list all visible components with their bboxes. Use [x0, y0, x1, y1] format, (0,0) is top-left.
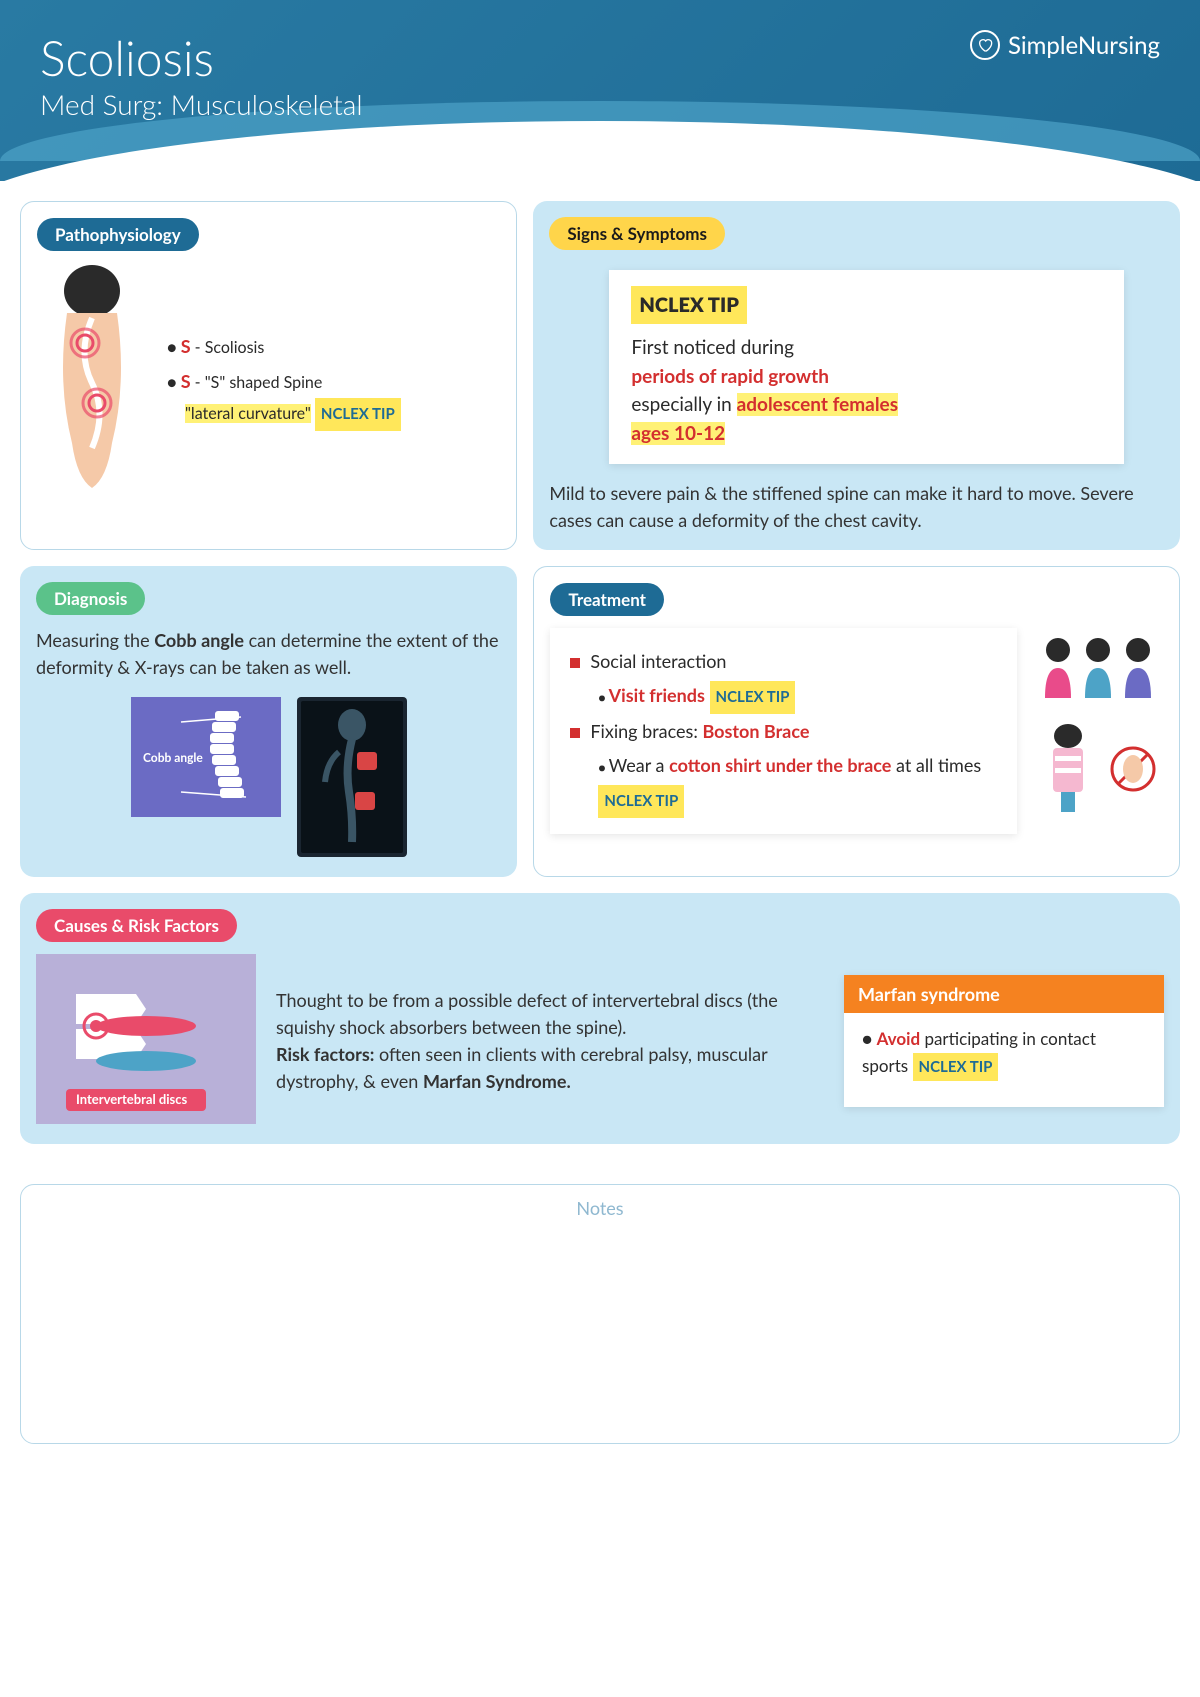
heart-icon	[970, 30, 1000, 60]
disc-diagram-icon: Intervertebral discs	[36, 954, 256, 1128]
patho-pill: Pathophysiology	[37, 218, 199, 251]
cobb-angle-diagram-icon: Cobb angle	[131, 697, 281, 861]
brace-icon	[1033, 724, 1163, 814]
brand-text: SimpleNursing	[1008, 31, 1160, 60]
notes-section: Notes	[20, 1184, 1180, 1444]
brand-logo: SimpleNursing	[970, 30, 1160, 60]
signs-desc: Mild to severe pain & the stiffened spin…	[549, 480, 1164, 534]
friends-icon	[1033, 628, 1163, 712]
pathophysiology-card: Pathophysiology ● S - Scoliosis ● S - "S…	[20, 201, 517, 550]
diag-text: Measuring the Cobb angle can determine t…	[36, 627, 501, 681]
causes-text: Thought to be from a possible defect of …	[276, 987, 824, 1095]
svg-text:Cobb angle: Cobb angle	[143, 750, 203, 765]
signs-card: Signs & Symptoms NCLEX TIP First noticed…	[533, 201, 1180, 550]
marfan-box: Marfan syndrome ● Avoid participating in…	[844, 975, 1164, 1107]
patho-list: ● S - Scoliosis ● S - "S" shaped Spine "…	[167, 329, 401, 430]
nclex-tip-box: NCLEX TIP First noticed during periods o…	[609, 270, 1124, 464]
diagnosis-card: Diagnosis Measuring the Cobb angle can d…	[20, 566, 517, 877]
treatment-card: Treatment Social interaction Visit frien…	[533, 566, 1180, 877]
causes-card: Causes & Risk Factors Intervertebral dis…	[20, 893, 1180, 1144]
treat-pill: Treatment	[550, 583, 664, 616]
page-subtitle: Med Surg: Musculoskeletal	[40, 87, 1160, 121]
page-header: Scoliosis Med Surg: Musculoskeletal Simp…	[0, 0, 1200, 181]
causes-pill: Causes & Risk Factors	[36, 909, 237, 942]
nclex-tag: NCLEX TIP	[315, 398, 401, 431]
treatment-list: Social interaction Visit friends NCLEX T…	[550, 628, 1017, 834]
signs-pill: Signs & Symptoms	[549, 217, 725, 250]
notes-label: Notes	[576, 1197, 623, 1219]
diag-pill: Diagnosis	[36, 582, 145, 615]
svg-text:Intervertebral discs: Intervertebral discs	[76, 1091, 188, 1107]
xray-skeleton-icon	[297, 697, 407, 861]
spine-figure-icon	[37, 263, 147, 497]
